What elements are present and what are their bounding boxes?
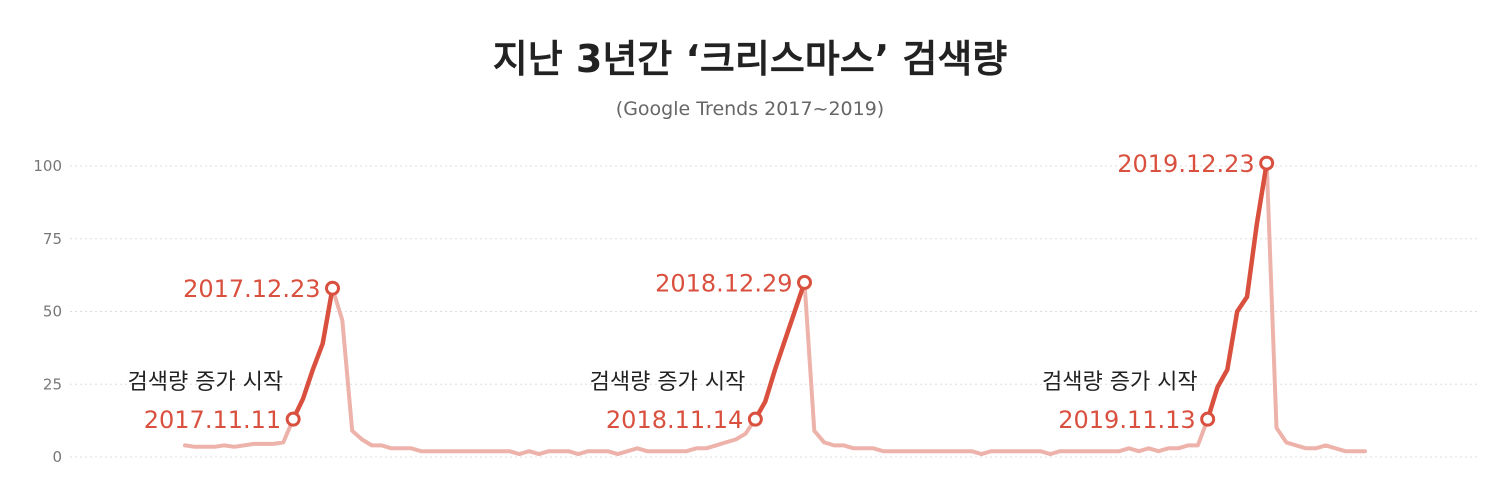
- start-caption-2: 검색량 증가 시작: [590, 370, 746, 395]
- peak-label-3: 2019.12.23: [1117, 150, 1254, 178]
- y-tick-label-100: 100: [33, 157, 62, 175]
- highlight-segment-3: [1205, 160, 1269, 422]
- peak-marker-1: [325, 280, 340, 296]
- start-marker-2: [747, 411, 763, 427]
- y-tick-label-50: 50: [43, 303, 62, 321]
- peak-label-2: 2018.12.29: [655, 269, 792, 297]
- start-marker-1: [285, 411, 301, 427]
- start-caption-1: 검색량 증가 시작: [127, 370, 283, 395]
- chart-subtitle: (Google Trends 2017~2019): [615, 98, 885, 120]
- start-label-2: 2018.11.14: [606, 406, 743, 434]
- y-tick-label-0: 0: [52, 448, 62, 466]
- peak-marker-3: [1259, 155, 1275, 171]
- y-tick-label-75: 75: [43, 230, 62, 248]
- start-label-3: 2019.11.13: [1058, 406, 1195, 434]
- chart-title: 지난 3년간 ‘크리스마스’ 검색량: [492, 37, 1008, 81]
- highlight-segment-2: [753, 280, 807, 422]
- highlight-segment-1: [290, 285, 335, 422]
- start-marker-3: [1200, 411, 1216, 427]
- peak-label-1: 2017.12.23: [183, 275, 320, 303]
- start-label-1: 2017.11.11: [144, 406, 281, 434]
- start-caption-3: 검색량 증가 시작: [1042, 370, 1198, 395]
- peak-marker-2: [797, 274, 812, 290]
- y-tick-label-25: 25: [43, 375, 62, 393]
